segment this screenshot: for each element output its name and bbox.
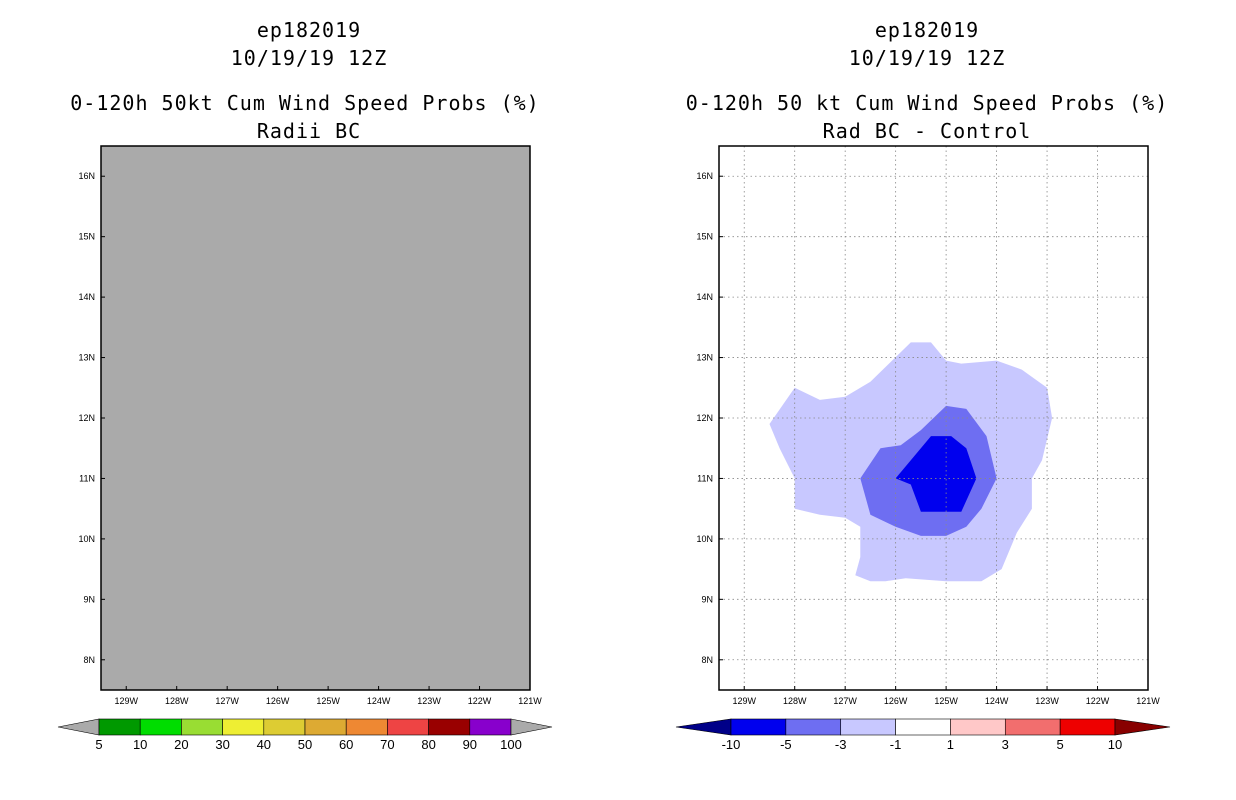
lon-tick-label: 124W — [985, 696, 1009, 706]
colorbar-swatch — [469, 718, 512, 736]
colorbar-swatch — [222, 718, 265, 736]
lon-tick-label: 123W — [1035, 696, 1059, 706]
lat-tick-label: 8N — [701, 655, 713, 665]
colorbar-swatch — [1059, 718, 1116, 736]
colorbar-swatch — [1004, 718, 1061, 736]
lon-tick-label: 123W — [417, 696, 441, 706]
left-chart-panel: ep182019 10/19/19 12Z 0-120h 50kt Cum Wi… — [57, 18, 553, 752]
lon-tick-label: 127W — [215, 696, 239, 706]
chart-title: 0-120h 50kt Cum Wind Speed Probs (%) — [70, 91, 540, 115]
colorbar-label: -10 — [722, 737, 741, 752]
chart-subtitle: Rad BC - Control — [822, 119, 1032, 143]
lat-tick-label: 13N — [78, 353, 95, 363]
lat-tick-label: 13N — [696, 353, 713, 363]
colorbar-under-arrow — [675, 718, 732, 736]
colorbar-swatch — [387, 718, 429, 736]
colorbar-label: 5 — [1057, 737, 1064, 752]
colorbar-label: 50 — [298, 737, 312, 752]
lat-tick-label: 9N — [83, 594, 95, 604]
lat-tick-label: 12N — [78, 413, 95, 423]
colorbar-label: 20 — [174, 737, 188, 752]
forecast-datetime: 10/19/19 12Z — [848, 46, 1006, 70]
colorbar-swatch — [139, 718, 182, 736]
chart-title: 0-120h 50 kt Cum Wind Speed Probs (%) — [685, 91, 1169, 115]
storm-id: ep182019 — [256, 18, 362, 42]
lon-tick-label: 128W — [783, 696, 807, 706]
colorbar-swatch — [730, 718, 787, 736]
colorbar-label: 60 — [339, 737, 353, 752]
lat-tick-label: 15N — [696, 232, 713, 242]
lon-tick-label: 125W — [934, 696, 958, 706]
colorbar-label: 40 — [257, 737, 271, 752]
forecast-datetime: 10/19/19 12Z — [230, 46, 388, 70]
colorbar-label: 3 — [1002, 737, 1009, 752]
contour-region-2 — [895, 436, 977, 512]
colorbar-label: -1 — [890, 737, 902, 752]
colorbar-label: 90 — [463, 737, 477, 752]
lon-tick-label: 126W — [266, 696, 290, 706]
colorbar-swatch — [428, 718, 471, 736]
colorbar-under-arrow — [57, 718, 100, 736]
colorbar-swatch — [98, 718, 141, 736]
colorbar-over-arrow — [510, 718, 553, 736]
lat-tick-label: 12N — [696, 413, 713, 423]
colorbar-label: 5 — [95, 737, 102, 752]
lat-tick-label: 14N — [78, 292, 95, 302]
storm-id: ep182019 — [874, 18, 980, 42]
colorbar-label: 1 — [947, 737, 954, 752]
colorbar-swatch — [950, 718, 1006, 736]
colorbar-label: 80 — [421, 737, 435, 752]
colorbar-swatch — [263, 718, 306, 736]
lat-tick-label: 16N — [696, 171, 713, 181]
colorbar-swatch — [345, 718, 388, 736]
lat-tick-label: 11N — [697, 473, 713, 483]
lon-tick-label: 126W — [884, 696, 908, 706]
lon-tick-label: 129W — [732, 696, 756, 706]
colorbar-label: 10 — [1108, 737, 1122, 752]
lat-tick-label: 15N — [78, 232, 95, 242]
lon-tick-label: 124W — [367, 696, 391, 706]
lat-tick-label: 9N — [701, 594, 713, 604]
lat-tick-label: 8N — [83, 655, 95, 665]
lon-tick-label: 128W — [165, 696, 189, 706]
lon-tick-label: 122W — [468, 696, 492, 706]
lat-tick-label: 14N — [696, 292, 713, 302]
chart-subtitle: Radii BC — [256, 119, 362, 143]
colorbar-swatch — [304, 718, 347, 736]
lat-tick-label: 10N — [696, 534, 713, 544]
right-chart-panel: ep182019 10/19/19 12Z 0-120h 50 kt Cum W… — [618, 0, 1236, 800]
lon-tick-label: 121W — [518, 696, 542, 706]
colorbar-label: -3 — [835, 737, 847, 752]
colorbar-swatch — [181, 718, 223, 736]
lat-tick-label: 11N — [79, 473, 95, 483]
colorbar-over-arrow — [1114, 718, 1171, 736]
left-map-svg: 16N 15N 14N 13N 12N 11N 10N 9N 8N 129W 128W 127W 126… — [57, 145, 553, 752]
colorbar-label: 10 — [133, 737, 147, 752]
colorbar-label: 100 — [500, 737, 522, 752]
lon-tick-label: 121W — [1136, 696, 1160, 706]
colorbar-swatch — [840, 718, 896, 736]
lat-tick-label: 16N — [78, 171, 95, 181]
right-map-svg: 16N 15N 14N 13N 12N 11N 10N 9N 8N 129W 128W 127W 126… — [675, 145, 1171, 752]
colorbar-label: -5 — [780, 737, 792, 752]
colorbar-label: 30 — [215, 737, 229, 752]
lon-tick-label: 122W — [1086, 696, 1110, 706]
lon-tick-label: 125W — [316, 696, 340, 706]
colorbar-label: 70 — [380, 737, 394, 752]
lon-tick-label: 129W — [114, 696, 138, 706]
lon-tick-label: 127W — [833, 696, 857, 706]
map-background — [101, 146, 530, 690]
colorbar-swatch — [785, 718, 842, 736]
colorbar-swatch — [895, 718, 951, 736]
lat-tick-label: 10N — [78, 534, 95, 544]
